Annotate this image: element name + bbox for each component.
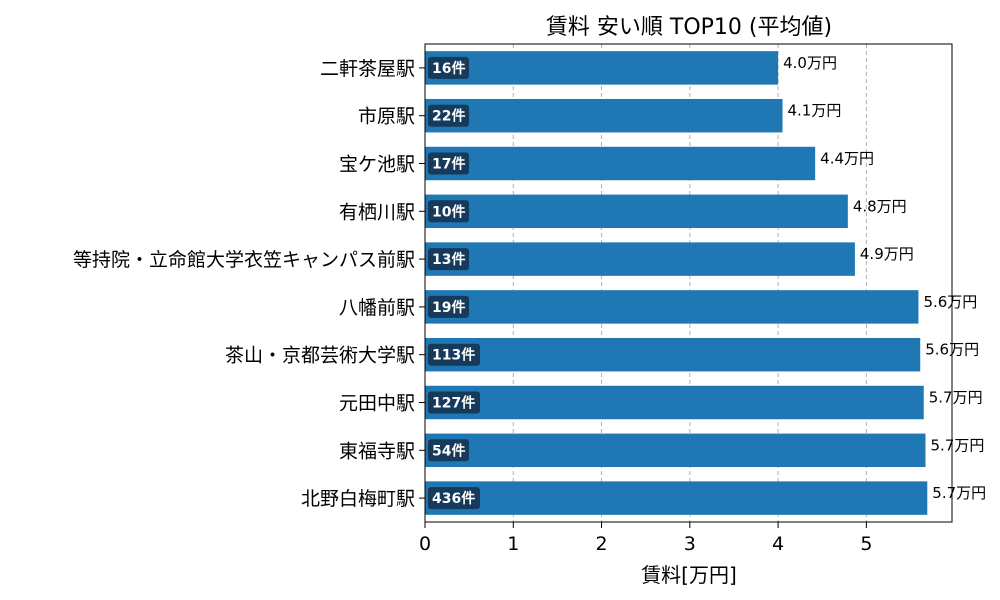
- count-label: 16件: [432, 60, 465, 77]
- bar: [425, 51, 779, 85]
- count-badge: [428, 487, 480, 510]
- y-axis-categories: 二軒茶屋駅市原駅宝ケ池駅有栖川駅等持院・立命館大学衣笠キャンパス前駅八幡前駅茶山…: [73, 58, 425, 510]
- bar-group: 16件 4.0万円 22件 4.1万円 17件 4.4万円 10件 4.8万円 13件 4.9万円…: [425, 51, 986, 515]
- x-tick-label: 3: [684, 533, 696, 555]
- category-label: 二軒茶屋駅: [320, 58, 415, 80]
- value-label: 4.4万円: [820, 150, 874, 168]
- count-badge: [428, 104, 469, 127]
- count-badge: [428, 439, 469, 462]
- value-label: 5.7万円: [929, 389, 983, 407]
- x-tick-label: 4: [772, 533, 784, 555]
- x-axis-label: 賃料[万円]: [641, 563, 737, 587]
- value-label: 5.7万円: [931, 436, 985, 454]
- plot-frame: [424, 43, 953, 523]
- value-label: 4.9万円: [860, 245, 914, 263]
- bar: [425, 385, 924, 420]
- bar: [425, 146, 816, 181]
- bar: [425, 481, 928, 515]
- count-label: 54件: [432, 442, 465, 459]
- x-tick-label: 0: [419, 533, 431, 555]
- count-badge: [428, 391, 480, 414]
- count-label: 10件: [432, 203, 465, 220]
- count-label: 436件: [432, 490, 475, 507]
- count-badge: [428, 295, 469, 318]
- chart-title: 賃料 安い順 TOP10 (平均値): [546, 15, 832, 40]
- category-label: 北野白梅町駅: [301, 488, 415, 510]
- value-label: 5.6万円: [923, 293, 977, 311]
- count-badge: [428, 248, 469, 271]
- category-label: 八幡前駅: [339, 297, 415, 319]
- count-badge: [428, 343, 480, 366]
- value-label: 4.0万円: [783, 54, 837, 72]
- count-label: 113件: [432, 347, 475, 364]
- count-label: 17件: [432, 156, 465, 173]
- bar: [425, 98, 783, 133]
- value-label: 4.1万円: [788, 102, 842, 120]
- category-label: 等持院・立命館大学衣笠キャンパス前駅: [73, 249, 415, 271]
- count-badge: [428, 152, 469, 175]
- count-badge: [428, 200, 469, 223]
- count-badge: [428, 56, 469, 79]
- x-tick-label: 2: [596, 533, 608, 555]
- category-label: 有栖川駅: [339, 201, 415, 223]
- bar: [425, 290, 919, 324]
- category-label: 元田中駅: [339, 393, 415, 415]
- count-label: 22件: [432, 108, 465, 125]
- category-label: 茶山・京都芸術大学駅: [225, 345, 415, 367]
- bar: [425, 433, 926, 468]
- count-label: 127件: [432, 395, 475, 412]
- x-tick-label: 1: [507, 533, 519, 555]
- category-label: 東福寺駅: [339, 440, 415, 462]
- count-label: 19件: [432, 299, 465, 316]
- x-tick-label: 5: [860, 533, 872, 555]
- count-label: 13件: [432, 251, 465, 268]
- value-label: 5.7万円: [932, 484, 986, 502]
- x-axis-ticks: 0 1 2 3 4 5: [419, 522, 872, 555]
- bar: [425, 337, 921, 372]
- category-label: 宝ケ池駅: [339, 154, 415, 176]
- value-label: 4.8万円: [853, 197, 907, 215]
- bar: [425, 242, 855, 276]
- category-label: 市原駅: [358, 106, 415, 128]
- bar: [425, 194, 848, 229]
